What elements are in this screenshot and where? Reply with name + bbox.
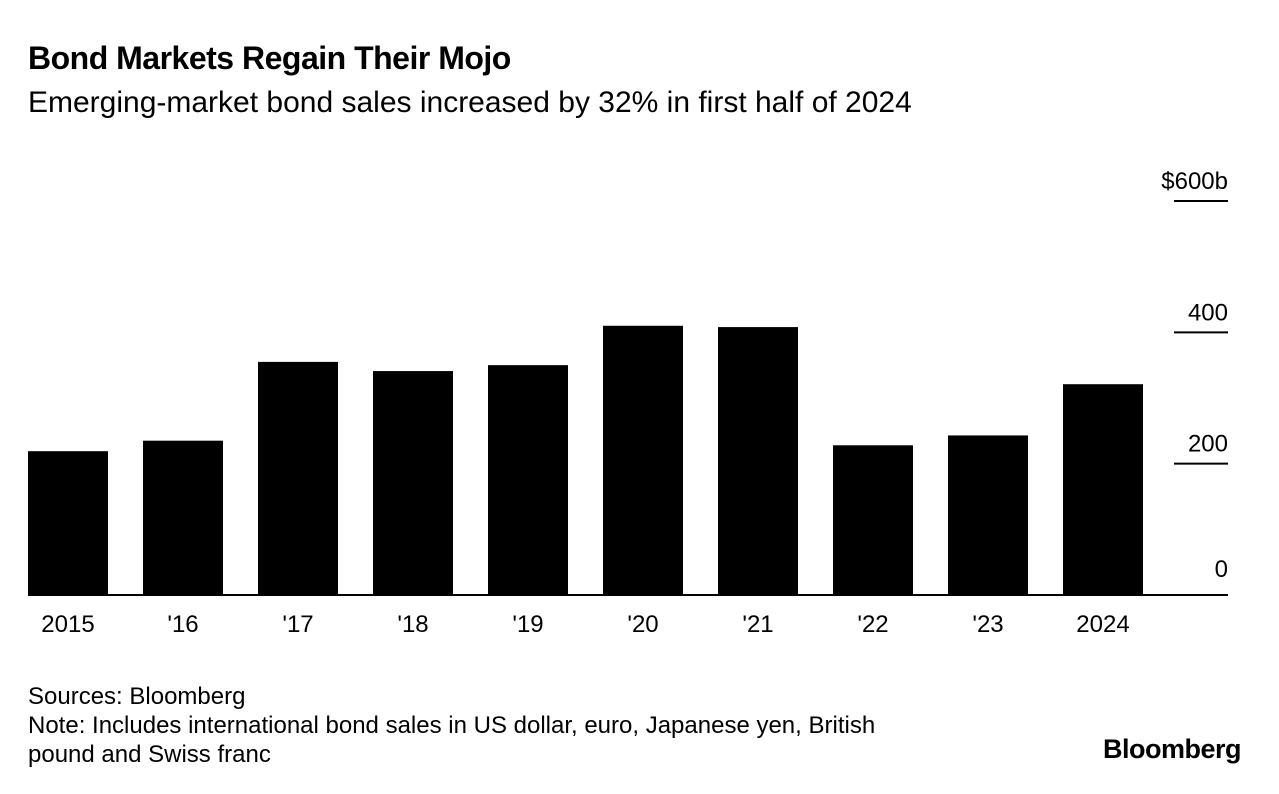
chart-subtitle: Emerging-market bond sales increased by … — [28, 86, 912, 119]
bar — [258, 361, 338, 595]
y-tick-label: 0 — [1215, 556, 1228, 583]
x-tick-label: 2015 — [41, 611, 94, 638]
y-tick-label: 200 — [1188, 431, 1228, 458]
bar — [143, 440, 223, 595]
x-tick-label: '20 — [627, 611, 658, 638]
y-tick-label: 400 — [1188, 299, 1228, 326]
bar — [373, 371, 453, 595]
chart-title: Bond Markets Regain Their Mojo — [28, 40, 511, 76]
x-tick-label: '23 — [972, 611, 1003, 638]
bloomberg-logo: Bloomberg — [1102, 734, 1242, 764]
bar — [833, 445, 913, 595]
bar — [718, 327, 798, 595]
x-tick-label: '16 — [167, 611, 198, 638]
footnote-line-1: Note: Includes international bond sales … — [28, 712, 876, 739]
x-tick-label: '21 — [742, 611, 773, 638]
footnote-line-2: pound and Swiss franc — [28, 741, 271, 768]
x-tick-label: '22 — [857, 611, 888, 638]
x-tick-label: 2024 — [1076, 611, 1129, 638]
chart-footer: Sources: Bloomberg Note: Includes intern… — [28, 682, 1008, 769]
x-tick-label: '18 — [397, 611, 428, 638]
x-tick-label: '17 — [282, 611, 313, 638]
bar — [488, 365, 568, 595]
x-tick-label: '19 — [512, 611, 543, 638]
bar — [603, 325, 683, 595]
sources-note: Sources: Bloomberg — [28, 683, 246, 710]
bar — [1063, 384, 1143, 595]
bar — [28, 451, 108, 595]
bar — [948, 435, 1028, 595]
y-tick-label: $600b — [1161, 168, 1228, 195]
